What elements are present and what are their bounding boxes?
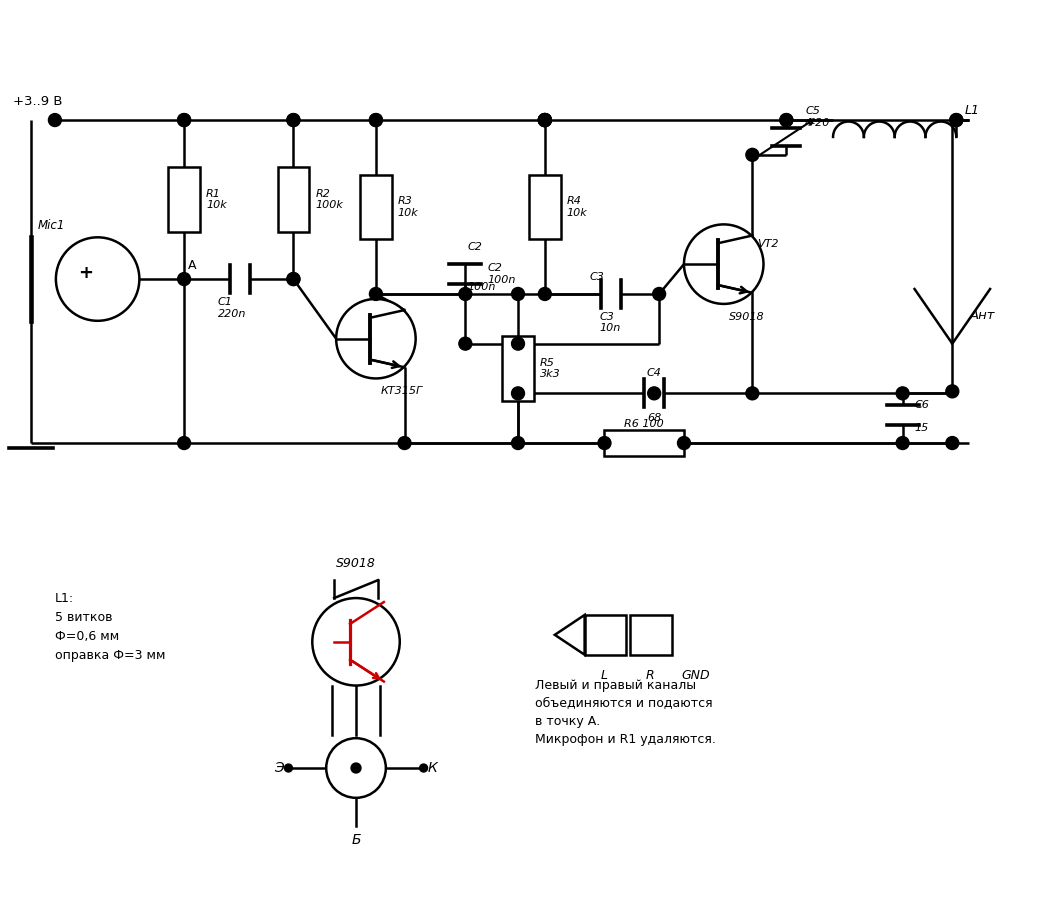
Circle shape bbox=[459, 287, 472, 301]
Text: КТ315Г: КТ315Г bbox=[381, 386, 423, 396]
Circle shape bbox=[284, 764, 293, 772]
Circle shape bbox=[780, 113, 793, 127]
Circle shape bbox=[896, 436, 909, 450]
Circle shape bbox=[351, 763, 361, 773]
Bar bbox=[630, 615, 672, 655]
Circle shape bbox=[949, 113, 963, 127]
Text: R3
10k: R3 10k bbox=[398, 196, 418, 218]
Bar bbox=[360, 175, 391, 239]
Circle shape bbox=[648, 387, 661, 400]
Circle shape bbox=[178, 273, 191, 286]
Text: +: + bbox=[78, 264, 94, 282]
Circle shape bbox=[946, 436, 959, 450]
Circle shape bbox=[49, 113, 61, 127]
Bar bbox=[169, 167, 200, 232]
Text: C2
100n: C2 100n bbox=[487, 263, 515, 285]
Text: A: A bbox=[188, 260, 197, 272]
Circle shape bbox=[653, 287, 665, 301]
Circle shape bbox=[946, 385, 959, 398]
Polygon shape bbox=[555, 615, 585, 655]
Text: GND: GND bbox=[682, 669, 710, 682]
Circle shape bbox=[780, 113, 793, 127]
Circle shape bbox=[511, 337, 525, 350]
Bar bbox=[529, 175, 561, 239]
Bar bbox=[585, 615, 627, 655]
Text: C5
4-20: C5 4-20 bbox=[806, 106, 831, 128]
Text: 15: 15 bbox=[915, 423, 929, 433]
Circle shape bbox=[538, 113, 552, 127]
Text: VT2: VT2 bbox=[757, 239, 779, 250]
Bar bbox=[502, 336, 534, 401]
Circle shape bbox=[896, 387, 909, 400]
Text: Э: Э bbox=[275, 761, 284, 775]
Text: 68: 68 bbox=[648, 413, 661, 423]
Circle shape bbox=[370, 113, 382, 127]
Circle shape bbox=[678, 436, 690, 450]
Text: R1
10k: R1 10k bbox=[206, 189, 227, 210]
Circle shape bbox=[511, 436, 525, 450]
Circle shape bbox=[538, 113, 552, 127]
Text: Ант: Ант bbox=[970, 309, 995, 322]
Circle shape bbox=[370, 113, 382, 127]
Circle shape bbox=[287, 273, 300, 286]
Text: 100n: 100n bbox=[467, 282, 496, 292]
Circle shape bbox=[178, 113, 191, 127]
Circle shape bbox=[949, 113, 963, 127]
Circle shape bbox=[178, 113, 191, 127]
Text: R4
10k: R4 10k bbox=[566, 196, 587, 218]
Text: S9018: S9018 bbox=[336, 558, 376, 570]
Bar bbox=[605, 430, 684, 456]
Text: R2
100k: R2 100k bbox=[315, 189, 344, 210]
Text: R5
3k3: R5 3k3 bbox=[540, 357, 561, 379]
Circle shape bbox=[326, 738, 386, 797]
Circle shape bbox=[684, 224, 763, 304]
Text: C3
10n: C3 10n bbox=[600, 312, 620, 333]
Text: R6 100: R6 100 bbox=[625, 419, 664, 429]
Circle shape bbox=[746, 387, 759, 400]
Circle shape bbox=[398, 436, 411, 450]
Text: R: R bbox=[645, 669, 655, 682]
Circle shape bbox=[370, 287, 382, 301]
Circle shape bbox=[538, 287, 552, 301]
Circle shape bbox=[56, 237, 139, 321]
Circle shape bbox=[287, 273, 300, 286]
Circle shape bbox=[312, 598, 400, 685]
Text: L: L bbox=[601, 669, 608, 682]
Text: S9018: S9018 bbox=[729, 312, 764, 321]
Circle shape bbox=[287, 113, 300, 127]
Text: C4: C4 bbox=[646, 368, 662, 378]
Text: Mic1: Mic1 bbox=[39, 219, 66, 233]
Circle shape bbox=[538, 113, 552, 127]
Text: C6: C6 bbox=[915, 401, 930, 410]
Circle shape bbox=[287, 113, 300, 127]
Text: К: К bbox=[428, 761, 437, 775]
Text: L1:
5 витков
Ф=0,6 мм
оправка Ф=3 мм: L1: 5 витков Ф=0,6 мм оправка Ф=3 мм bbox=[55, 592, 166, 662]
Circle shape bbox=[459, 337, 472, 350]
Text: Б: Б bbox=[351, 832, 361, 847]
Circle shape bbox=[511, 287, 525, 301]
Circle shape bbox=[746, 148, 759, 162]
Text: L1: L1 bbox=[964, 103, 980, 117]
Circle shape bbox=[511, 387, 525, 400]
Circle shape bbox=[178, 436, 191, 450]
Text: C3: C3 bbox=[589, 272, 605, 282]
Text: C2: C2 bbox=[467, 242, 482, 252]
Circle shape bbox=[538, 113, 552, 127]
Circle shape bbox=[420, 764, 428, 772]
Circle shape bbox=[598, 436, 611, 450]
Circle shape bbox=[336, 299, 415, 378]
Text: C1
220n: C1 220n bbox=[218, 297, 247, 319]
Circle shape bbox=[538, 113, 552, 127]
Text: +3..9 В: +3..9 В bbox=[14, 95, 62, 108]
Text: Левый и правый каналы
объединяются и подаются
в точку А.
Микрофон и R1 удаляются: Левый и правый каналы объединяются и под… bbox=[535, 679, 716, 745]
Bar bbox=[278, 167, 309, 232]
